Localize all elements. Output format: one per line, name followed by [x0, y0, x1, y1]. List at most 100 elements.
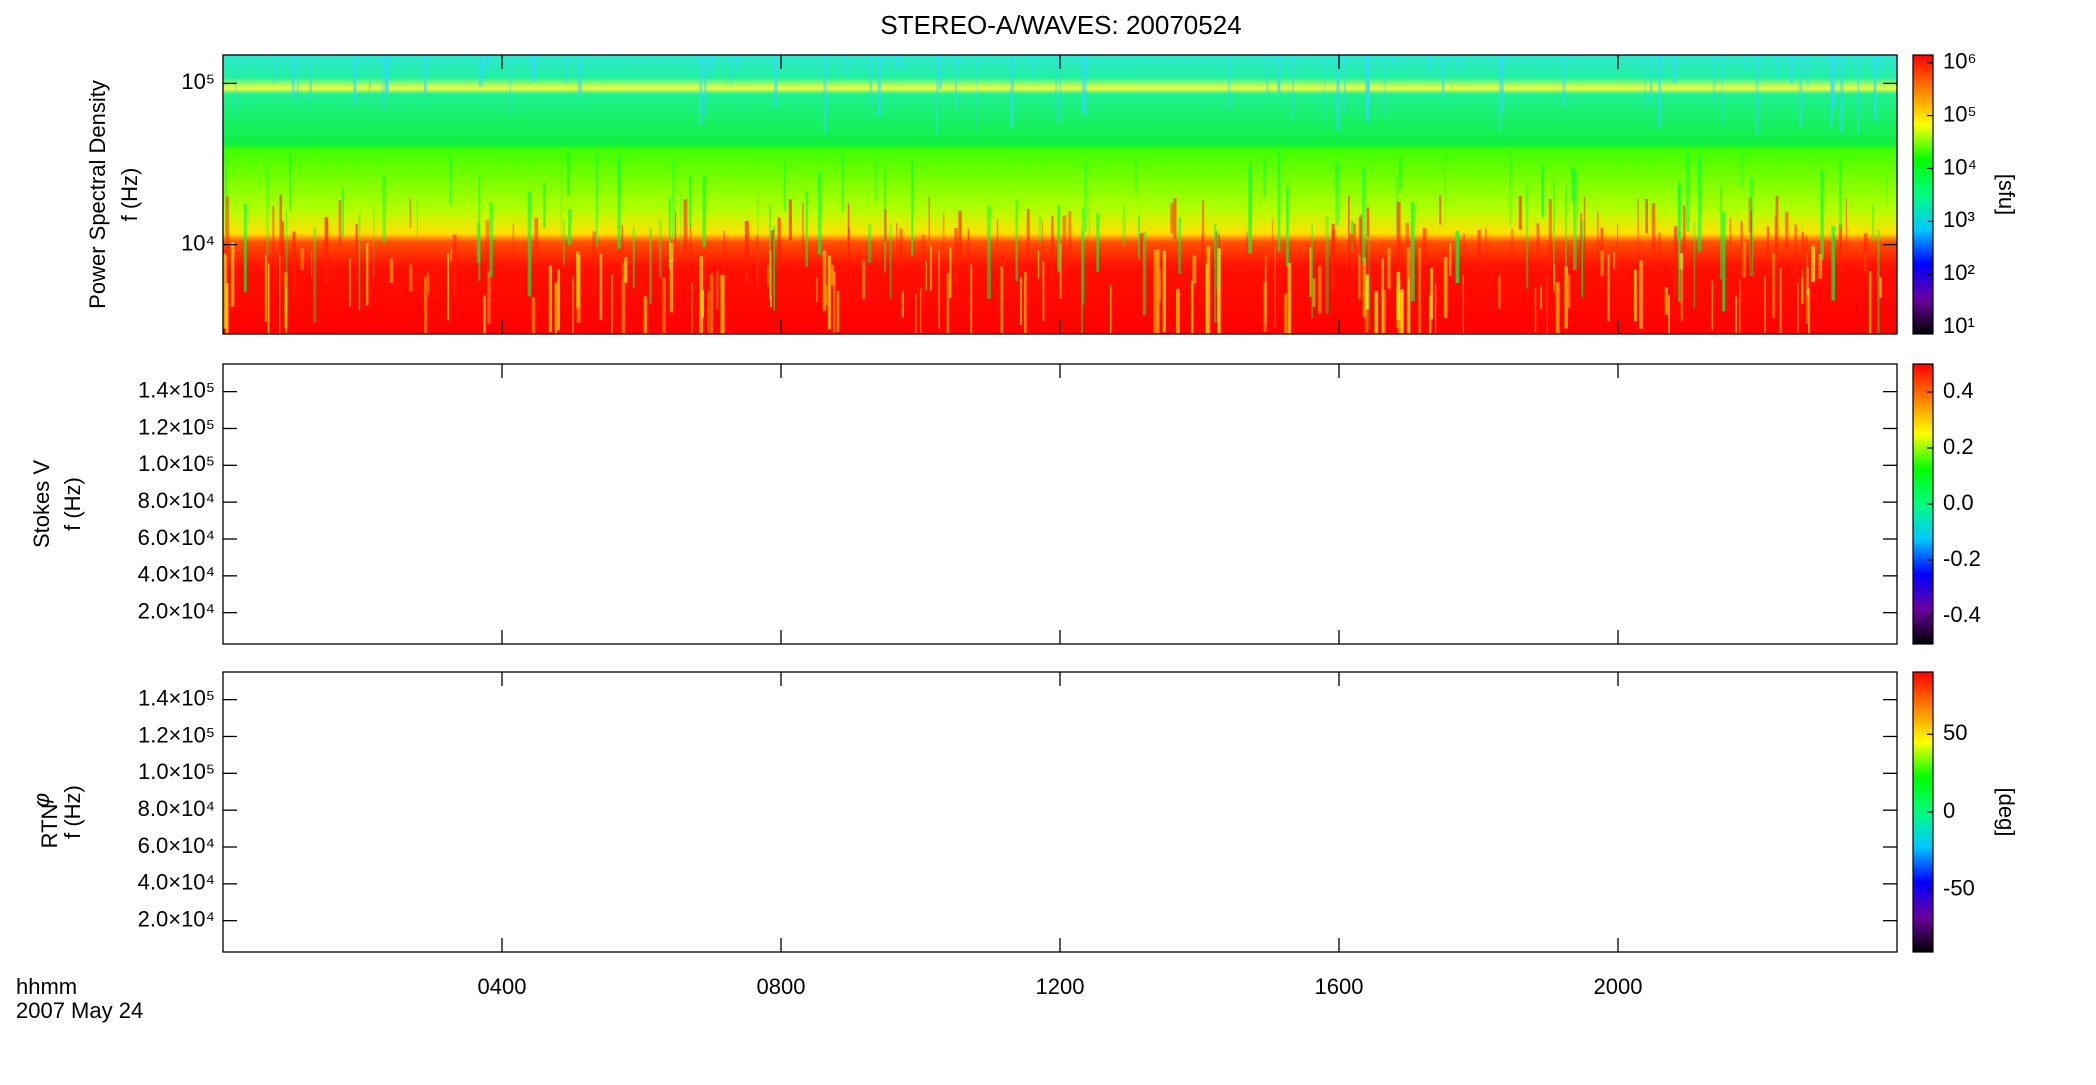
texture-streak	[1720, 186, 1722, 280]
texture-streak	[324, 217, 329, 285]
colorbar-tick-label: 10²	[1943, 260, 1975, 285]
texture-streak	[1428, 295, 1432, 334]
texture-streak	[1840, 55, 1844, 134]
texture-streak	[869, 55, 872, 77]
texture-streak	[1868, 271, 1872, 334]
texture-streak	[534, 217, 539, 253]
texture-streak	[595, 154, 598, 247]
texture-streak	[1441, 55, 1445, 97]
texture-streak	[1555, 282, 1560, 334]
texture-streak	[1359, 214, 1363, 278]
texture-streak	[756, 235, 759, 290]
texture-streak	[1365, 274, 1369, 310]
texture-streak	[1068, 211, 1072, 269]
texture-streak	[710, 273, 714, 334]
texture-streak	[1498, 275, 1501, 309]
texture-streak	[1325, 216, 1329, 314]
texture-streak	[1564, 266, 1568, 329]
texture-streak	[699, 256, 704, 334]
texture-streak	[958, 211, 962, 255]
y-axis-symbol: φ	[29, 793, 54, 807]
texture-streak	[822, 250, 827, 312]
texture-streak	[1153, 249, 1157, 334]
texture-streak	[1201, 233, 1203, 288]
texture-streak	[1668, 295, 1670, 334]
colorbar-tick-label: 0.4	[1943, 378, 1974, 403]
texture-streak	[1312, 278, 1316, 307]
texture-streak	[802, 202, 804, 267]
texture-streak	[723, 230, 726, 288]
texture-streak	[1335, 163, 1340, 226]
texture-streak	[921, 234, 926, 300]
texture-streak	[1658, 232, 1661, 262]
texture-streak	[1309, 247, 1312, 297]
texture-streak	[883, 209, 887, 242]
texture-streak	[1383, 55, 1386, 119]
texture-streak	[1831, 226, 1836, 301]
texture-streak	[1443, 257, 1448, 319]
texture-streak	[1748, 197, 1752, 234]
texture-streak	[954, 228, 958, 284]
texture-streak	[266, 166, 269, 256]
x-axis-date: 2007 May 24	[16, 998, 143, 1023]
texture-streak	[1651, 203, 1656, 255]
texture-streak	[1139, 232, 1144, 264]
texture-streak	[1366, 207, 1370, 237]
colorbar-tick-label: 0	[1943, 798, 1955, 823]
texture-streak	[1742, 242, 1746, 278]
texture-streak	[1037, 250, 1040, 279]
colorbar-tick-label: 10⁴	[1943, 154, 1977, 179]
texture-streak	[970, 264, 973, 334]
texture-streak	[1142, 231, 1147, 316]
texture-streak	[709, 55, 711, 79]
texture-streak	[1284, 293, 1288, 334]
texture-streak	[281, 220, 284, 283]
texture-streak	[770, 250, 772, 308]
texture-streak	[1772, 253, 1775, 319]
texture-streak	[1650, 55, 1652, 105]
texture-streak	[243, 203, 247, 293]
texture-streak	[771, 229, 775, 296]
texture-streak	[409, 198, 412, 229]
y-axis-label: f (Hz)	[117, 168, 142, 222]
texture-streak	[896, 222, 898, 270]
texture-streak	[1712, 55, 1716, 103]
colorbar-tick-label: 10¹	[1943, 313, 1975, 338]
texture-streak	[509, 55, 511, 115]
texture-streak	[1038, 214, 1042, 244]
texture-streak	[1292, 55, 1294, 120]
texture-streak	[1518, 196, 1522, 230]
x-tick-label: 1600	[1315, 974, 1364, 999]
texture-streak	[1286, 186, 1289, 267]
texture-streak	[621, 262, 626, 334]
texture-streak	[1042, 221, 1044, 288]
texture-streak	[1839, 158, 1842, 231]
texture-streak	[1277, 151, 1281, 252]
texture-streak	[1348, 195, 1350, 260]
y-axis-label: Power Spectral Density	[85, 80, 110, 309]
texture-streak	[1159, 268, 1161, 302]
x-axis-label: hhmm	[16, 974, 77, 999]
texture-streak	[1755, 55, 1760, 136]
texture-streak	[1435, 283, 1437, 334]
texture-streak	[1156, 249, 1160, 334]
texture-streak	[1597, 211, 1599, 265]
texture-streak	[617, 156, 621, 249]
texture-streak	[649, 228, 652, 304]
texture-streak	[284, 272, 288, 329]
texture-streak	[899, 228, 903, 273]
texture-streak	[817, 172, 822, 255]
texture-streak	[1863, 233, 1868, 275]
texture-streak	[925, 261, 927, 291]
texture-streak	[1430, 267, 1433, 320]
texture-streak	[1572, 171, 1577, 271]
texture-streak	[920, 286, 922, 334]
texture-streak	[877, 55, 881, 118]
texture-streak	[1381, 289, 1386, 334]
texture-streak	[548, 265, 552, 333]
texture-streak	[373, 206, 375, 278]
texture-streak	[1600, 250, 1604, 276]
texture-streak	[1015, 199, 1019, 282]
